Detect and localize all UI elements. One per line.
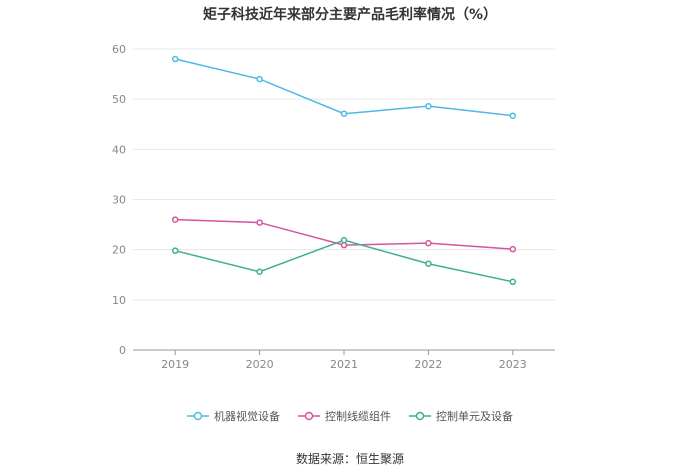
data-point xyxy=(171,247,179,254)
legend-swatch-icon xyxy=(187,411,209,421)
chart-title: 矩子科技近年来部分主要产品毛利率情况（%） xyxy=(202,7,498,23)
x-tick-label: 2021 xyxy=(330,358,358,371)
x-tick-label: 2022 xyxy=(414,358,442,371)
series-group xyxy=(171,55,517,286)
data-point xyxy=(509,278,517,286)
data-point xyxy=(425,102,432,110)
data-point xyxy=(340,241,348,249)
data-point xyxy=(171,216,179,223)
y-tick-label: 10 xyxy=(112,294,126,307)
series-1 xyxy=(171,216,517,253)
y-tick-label: 50 xyxy=(112,93,126,106)
legend-item[interactable]: 机器视觉设备 xyxy=(187,408,280,424)
data-point xyxy=(171,55,179,63)
y-tick-label: 0 xyxy=(119,344,126,357)
series-0 xyxy=(171,55,517,119)
legend-swatch-icon xyxy=(298,411,320,421)
source-note: 数据来源：恒生聚源 xyxy=(295,452,404,466)
x-tick-label: 2019 xyxy=(161,358,189,371)
data-point xyxy=(256,219,263,226)
data-point xyxy=(509,245,517,253)
legend-item[interactable]: 控制单元及设备 xyxy=(409,408,513,424)
data-point xyxy=(340,110,348,117)
data-point xyxy=(340,236,348,244)
data-point xyxy=(425,260,432,267)
legend-swatch-icon xyxy=(409,411,431,421)
x-tick-label: 2023 xyxy=(499,358,527,371)
data-point xyxy=(509,112,517,119)
y-axis-ticks: 0 10 20 30 40 50 60 xyxy=(112,43,126,357)
legend: 机器视觉设备 控制线缆组件 控制单元及设备 xyxy=(0,408,700,424)
y-tick-label: 40 xyxy=(112,143,126,156)
y-tick-label: 20 xyxy=(112,244,126,257)
x-tick-label: 2020 xyxy=(246,358,274,371)
legend-label: 机器视觉设备 xyxy=(214,410,280,423)
y-tick-label: 60 xyxy=(112,43,126,56)
data-point xyxy=(256,268,263,275)
legend-item[interactable]: 控制线缆组件 xyxy=(298,408,391,424)
x-axis: 2019 2020 2021 2022 2023 xyxy=(161,350,527,371)
legend-label: 控制单元及设备 xyxy=(436,410,513,423)
grid-lines xyxy=(133,48,555,351)
legend-label: 控制线缆组件 xyxy=(325,410,391,423)
data-point xyxy=(425,239,432,247)
data-point xyxy=(256,75,263,83)
y-tick-label: 30 xyxy=(112,194,126,207)
series-line xyxy=(175,58,513,117)
series-2 xyxy=(171,236,517,286)
